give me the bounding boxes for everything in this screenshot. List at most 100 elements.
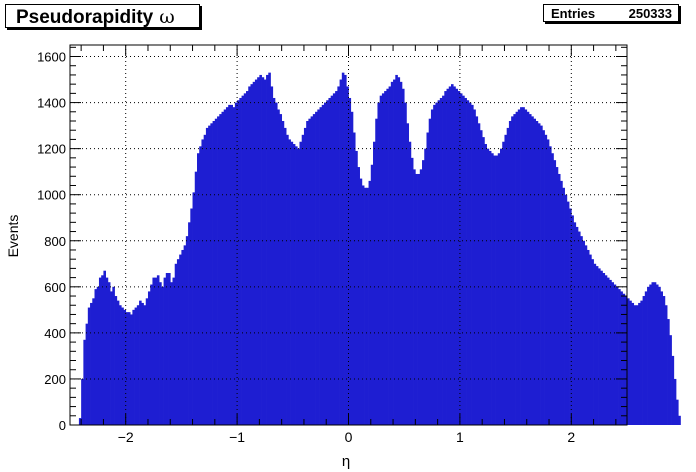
histogram-bar [408, 141, 412, 426]
histogram-bar [484, 144, 487, 425]
y-tick-label: 0 [59, 418, 66, 433]
histogram-bar [671, 355, 675, 425]
histogram-bar [560, 180, 563, 425]
histogram-bar [283, 127, 287, 425]
histogram-bar [163, 277, 167, 425]
histogram-bar [577, 231, 581, 425]
histogram-bar [600, 270, 603, 425]
histogram-bar [430, 109, 434, 425]
histogram-bar [201, 139, 205, 426]
histogram-bar [303, 127, 307, 425]
histogram-bar [172, 277, 176, 425]
histogram-bar [393, 79, 396, 426]
histogram-bar [638, 302, 641, 425]
histogram-bar [246, 91, 249, 425]
histogram-bar [326, 100, 329, 426]
histogram-bar [368, 180, 372, 425]
histogram-bar [397, 77, 401, 426]
y-tick-label: 600 [44, 280, 66, 295]
histogram-bar [526, 111, 530, 425]
histogram-bar [678, 415, 681, 425]
title-text: Pseudorapidity [16, 7, 154, 28]
histogram-bar [147, 291, 151, 425]
histogram-bar [631, 302, 635, 425]
histogram-bar [317, 109, 320, 425]
histogram-bar [642, 296, 646, 425]
histogram-bar [453, 86, 456, 425]
histogram-bar [471, 104, 474, 425]
histogram-bar [566, 201, 570, 425]
histogram-bar [433, 104, 436, 425]
histogram-bar [272, 97, 276, 425]
histogram-bar [655, 284, 659, 425]
histogram-bar [225, 107, 229, 426]
histogram-bar [381, 93, 385, 426]
histogram-bar [237, 100, 240, 426]
histogram-bar [192, 192, 196, 425]
histogram-bar [488, 150, 492, 425]
histogram-bar [633, 305, 637, 425]
histogram-bar [618, 289, 621, 425]
histogram-bar [546, 139, 550, 426]
histogram-bar [415, 173, 418, 425]
histogram-bar [615, 286, 619, 425]
histogram-bar [401, 88, 405, 425]
histogram-bar [455, 88, 459, 425]
histogram-bar [319, 107, 323, 426]
histogram-bar [165, 273, 169, 425]
histogram-bar [664, 305, 668, 425]
histogram-bar [352, 132, 356, 425]
histogram-bar [279, 114, 283, 425]
histogram-bar [185, 236, 189, 425]
histogram-bar [315, 111, 318, 425]
histogram-bar [346, 86, 349, 425]
histogram-bar [533, 118, 536, 425]
histogram-bar [152, 277, 156, 425]
histogram-bar [127, 312, 131, 425]
histogram-bar [301, 134, 305, 425]
histogram-bar [575, 226, 579, 425]
histogram-bar [589, 254, 592, 425]
histogram-bar [419, 169, 423, 425]
histogram-bar [611, 282, 614, 425]
histogram-bar [435, 102, 438, 425]
histogram-bar [542, 130, 545, 425]
histogram-bar [121, 307, 124, 425]
title-symbol: ω [159, 6, 175, 28]
histogram-bar [205, 127, 209, 425]
histogram-bar [564, 194, 568, 425]
histogram-title: Pseudorapidity ω [5, 4, 200, 28]
histogram-bar [266, 74, 269, 425]
histogram-bar [573, 222, 577, 425]
histogram-bar [197, 153, 200, 426]
histogram-bar [295, 146, 298, 425]
histogram-bar [299, 141, 303, 426]
histogram-bar [103, 270, 106, 425]
x-tick-label: 0 [345, 429, 353, 445]
histogram-bar [477, 123, 481, 426]
histogram-bar [593, 263, 597, 425]
histogram-bar [640, 300, 643, 425]
histogram-bar [335, 91, 338, 425]
histogram-bar [132, 309, 135, 425]
histogram-bar [344, 74, 347, 425]
histogram-bar [221, 111, 225, 425]
histogram-bar [426, 132, 430, 425]
histogram-bar [508, 121, 512, 425]
histogram-bar [90, 302, 93, 425]
histogram-bar [194, 171, 198, 425]
histogram-bar [170, 282, 173, 425]
x-tick-label: −1 [229, 429, 245, 445]
y-tick-label: 1200 [37, 142, 66, 157]
histogram-bar [635, 305, 639, 425]
histogram-bar [364, 187, 367, 425]
histogram-bar [199, 146, 202, 425]
histogram-bar [123, 309, 127, 425]
histogram-bar [417, 173, 421, 425]
histogram-bar [105, 277, 109, 425]
histogram-bar [428, 118, 432, 425]
histogram-bar [168, 273, 171, 425]
histogram-bar [190, 208, 193, 425]
histogram-bar [203, 134, 207, 425]
